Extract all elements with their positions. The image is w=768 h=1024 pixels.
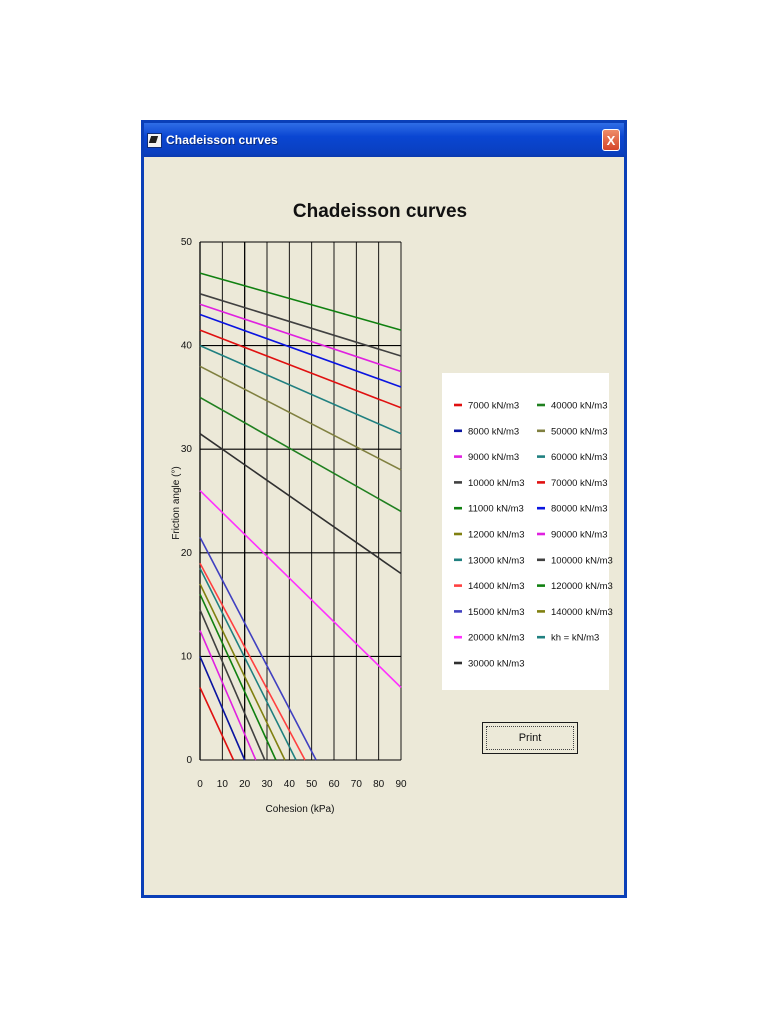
legend-label-10: 30000 kN/m3 [468,659,525,670]
y-axis-label: Friction angle (°) [171,466,182,539]
legend-label-0: 7000 kN/m3 [468,401,519,412]
x-tick-label-0: 0 [197,779,203,790]
legend-label-18: 120000 kN/m3 [551,581,613,592]
series-line-5 [199,583,286,761]
legend-label-16: 90000 kN/m3 [551,530,608,541]
x-tick-label-30: 30 [261,779,273,790]
window-client-area: Chadeisson curves 0 10 20 30 40 50 60 70 80 90 0 10… [144,157,624,895]
y-tick-label-0: 0 [186,755,192,766]
title-bar[interactable]: Chadeisson curves X [144,123,624,157]
chart-legend: 7000 kN/m3 8000 kN/m3 9000 kN/m3 10000 kN/m… [454,401,613,670]
close-button[interactable]: X [602,129,620,151]
window-title: Chadeisson curves [166,133,278,147]
x-tick-label-90: 90 [395,779,407,790]
chart-title: Chadeisson curves [293,201,467,222]
series-line-3 [199,609,266,761]
legend-label-17: 100000 kN/m3 [551,555,613,566]
legend-label-7: 14000 kN/m3 [468,581,525,592]
series-line-2 [199,630,257,761]
series-line-7 [199,562,306,761]
series-line-12 [199,365,402,471]
x-tick-label-40: 40 [284,779,296,790]
legend-label-1: 8000 kN/m3 [468,426,519,437]
x-axis-label: Cohesion (kPa) [266,804,335,815]
legend-label-5: 12000 kN/m3 [468,530,525,541]
x-tick-label-80: 80 [373,779,385,790]
app-icon [147,132,162,148]
series-line-6 [199,567,297,761]
series-line-18 [199,272,402,331]
legend-box [442,373,609,690]
y-tick-label-40: 40 [181,341,193,352]
legend-label-14: 70000 kN/m3 [551,478,608,489]
legend-label-20: kh = kN/m3 [551,633,599,644]
chart-ticks: 0 10 20 30 40 50 60 70 80 90 0 10 20 30 40 50 [181,237,407,790]
series-line-14 [199,329,402,409]
series-line-9 [199,490,402,689]
y-tick-label-50: 50 [181,237,193,248]
legend-label-6: 13000 kN/m3 [468,555,525,566]
series-line-4 [199,593,277,761]
legend-label-12: 50000 kN/m3 [551,426,608,437]
chadeisson-window: Chadeisson curves X Chadeisson curves 0 1… [141,120,627,898]
x-tick-label-60: 60 [328,779,340,790]
y-tick-label-20: 20 [181,548,193,559]
legend-label-13: 60000 kN/m3 [551,452,608,463]
y-tick-label-30: 30 [181,444,193,455]
y-tick-label-10: 10 [181,651,193,662]
series-line-15 [199,313,402,388]
series-line-10 [199,433,402,575]
legend-label-11: 40000 kN/m3 [551,401,608,412]
series-line-16 [199,303,402,373]
legend-label-8: 15000 kN/m3 [468,607,525,618]
series-line-8 [199,536,317,761]
x-tick-label-70: 70 [351,779,363,790]
x-tick-label-50: 50 [306,779,318,790]
legend-label-2: 9000 kN/m3 [468,452,519,463]
series-line-11 [199,396,402,513]
series-line-17 [199,293,402,357]
chadeisson-chart: Chadeisson curves 0 10 20 30 40 50 60 70 80 90 0 10… [171,201,613,815]
legend-label-3: 10000 kN/m3 [468,478,525,489]
legend-label-4: 11000 kN/m3 [468,504,524,515]
x-tick-label-20: 20 [239,779,251,790]
legend-label-19: 140000 kN/m3 [551,607,613,618]
chart-grid [199,241,402,761]
series-line-1 [199,656,246,761]
x-tick-label-10: 10 [217,779,229,790]
chart-series-lines [199,272,402,761]
print-button[interactable]: Print [482,722,578,754]
series-line-13 [199,344,402,435]
print-button-label: Print [486,726,574,750]
series-line-0 [199,687,235,761]
legend-label-15: 80000 kN/m3 [551,504,608,515]
legend-label-9: 20000 kN/m3 [468,633,525,644]
